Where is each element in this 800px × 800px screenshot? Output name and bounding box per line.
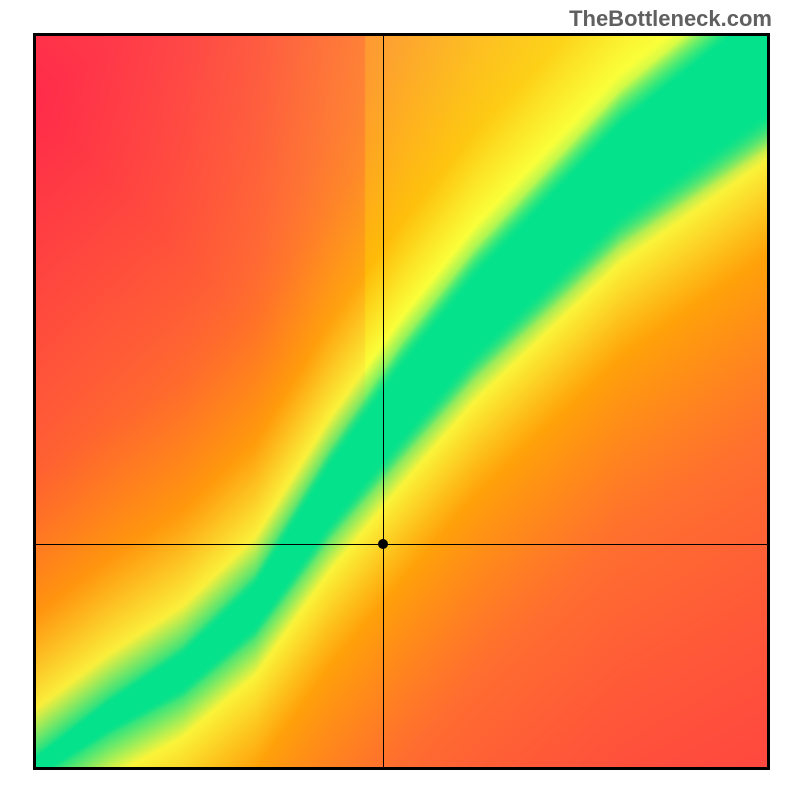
heatmap-plot-frame xyxy=(33,33,770,770)
crosshair-horizontal xyxy=(36,544,767,545)
heatmap-canvas xyxy=(36,36,767,767)
crosshair-vertical xyxy=(383,36,384,767)
watermark-text: TheBottleneck.com xyxy=(569,6,772,32)
